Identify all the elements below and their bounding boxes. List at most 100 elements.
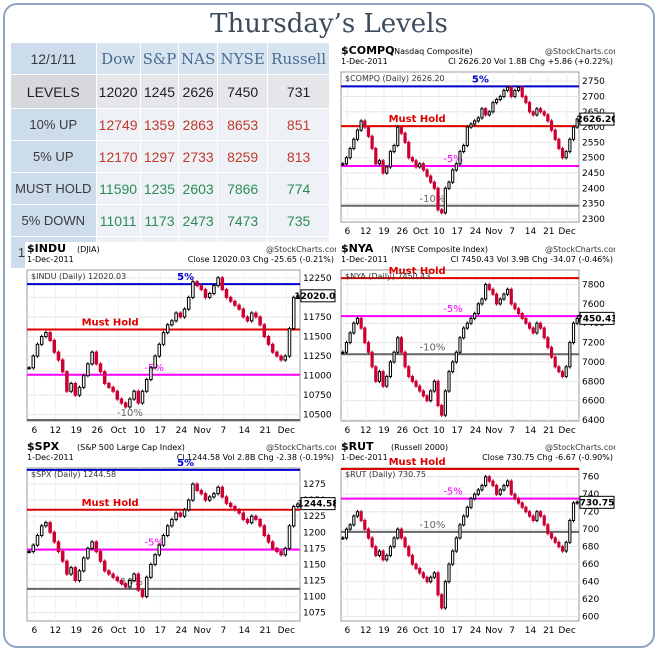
x-tick-label: 12 — [360, 626, 371, 636]
candle — [90, 350, 94, 366]
x-tick-label: 17 — [155, 426, 166, 436]
level-label: -5% — [443, 304, 462, 315]
candle — [429, 174, 433, 185]
y-tick-label: 1100 — [303, 593, 326, 603]
y-tick-label: 2500 — [582, 154, 605, 164]
candle — [348, 146, 352, 160]
candle — [513, 492, 517, 501]
candle — [174, 511, 178, 522]
candle — [344, 155, 349, 166]
candle — [396, 125, 400, 148]
candle — [275, 546, 279, 554]
candle — [287, 326, 292, 358]
candle — [546, 113, 550, 123]
candle — [443, 389, 447, 418]
candle — [527, 509, 532, 518]
candle — [564, 540, 568, 553]
row-label: 5% UP — [10, 140, 97, 173]
candle — [487, 474, 491, 483]
level-label: -5% — [443, 154, 462, 165]
candle — [258, 315, 262, 327]
row-label: 5% DOWN — [10, 204, 97, 237]
candle — [484, 282, 488, 301]
x-tick-label: Oct — [413, 426, 429, 436]
candle — [195, 279, 199, 288]
candle — [513, 88, 517, 99]
candle — [224, 495, 229, 506]
candle — [520, 311, 524, 321]
candle — [144, 575, 149, 599]
y-tick-label: 6400 — [582, 416, 605, 426]
candle — [191, 482, 195, 502]
candle — [27, 549, 31, 554]
candle — [344, 340, 349, 355]
candle — [421, 162, 425, 172]
candle — [421, 389, 425, 398]
candle — [249, 311, 254, 323]
candle — [341, 162, 345, 166]
candle — [549, 119, 554, 132]
candle — [399, 335, 404, 355]
candle — [191, 279, 195, 300]
x-tick-label: Nov — [485, 426, 503, 436]
table-cell: 12170 — [95, 140, 141, 173]
candle — [352, 321, 356, 335]
y-tick-label: 1200 — [303, 528, 326, 538]
level-label: Must Hold — [389, 114, 446, 125]
candle — [388, 544, 393, 558]
candle — [487, 282, 491, 292]
table-cell: 7473 — [217, 204, 269, 237]
y-tick-label: 1075 — [303, 609, 326, 619]
x-tick-label: 21 — [543, 426, 554, 436]
candle — [538, 106, 543, 114]
table-cell: 1245 — [139, 74, 180, 109]
candle — [509, 85, 513, 99]
candle — [502, 483, 506, 492]
candle — [473, 119, 477, 126]
candle — [56, 540, 61, 554]
chart-legend: $NYA (Daily) 7450.43 — [345, 272, 430, 281]
candle — [447, 369, 451, 393]
candle — [90, 540, 94, 551]
candle — [546, 335, 550, 350]
candle — [407, 364, 411, 379]
x-tick-label: 12 — [360, 227, 371, 237]
candle — [458, 335, 462, 355]
candle — [440, 592, 444, 610]
candle — [296, 502, 300, 509]
candle — [153, 552, 157, 567]
level-label: -10% — [420, 342, 446, 353]
candle — [107, 569, 111, 576]
y-tick-label: 2300 — [582, 215, 605, 225]
candle — [440, 403, 444, 418]
candle — [199, 488, 204, 496]
candle — [418, 566, 422, 575]
candle — [399, 125, 404, 136]
x-tick-label: 6 — [31, 426, 37, 436]
x-tick-label: 10 — [433, 426, 445, 436]
candle — [377, 158, 382, 166]
y-tick-label: 1125 — [303, 577, 326, 587]
candle — [473, 492, 477, 501]
y-tick-label: 600 — [582, 613, 599, 623]
candle — [506, 479, 510, 488]
candle — [538, 321, 543, 330]
x-tick-label: 19 — [378, 426, 390, 436]
chart-index-name: (Russell 2000) — [391, 443, 448, 452]
candle — [233, 504, 237, 512]
candle — [73, 565, 78, 583]
y-tick-label: 1175 — [303, 544, 326, 554]
y-tick-label: 2550 — [582, 138, 605, 148]
candle — [429, 575, 433, 584]
candle — [102, 559, 107, 573]
candle — [381, 549, 385, 562]
candle — [568, 340, 572, 369]
candle — [520, 501, 524, 510]
x-tick-label: 12 — [360, 426, 371, 436]
candle — [392, 350, 396, 364]
candle — [568, 137, 572, 154]
chart-date: 1-Dec-2011 — [341, 453, 388, 462]
candle — [564, 149, 568, 160]
candle — [502, 88, 506, 99]
x-tick-label: 7 — [220, 626, 226, 636]
